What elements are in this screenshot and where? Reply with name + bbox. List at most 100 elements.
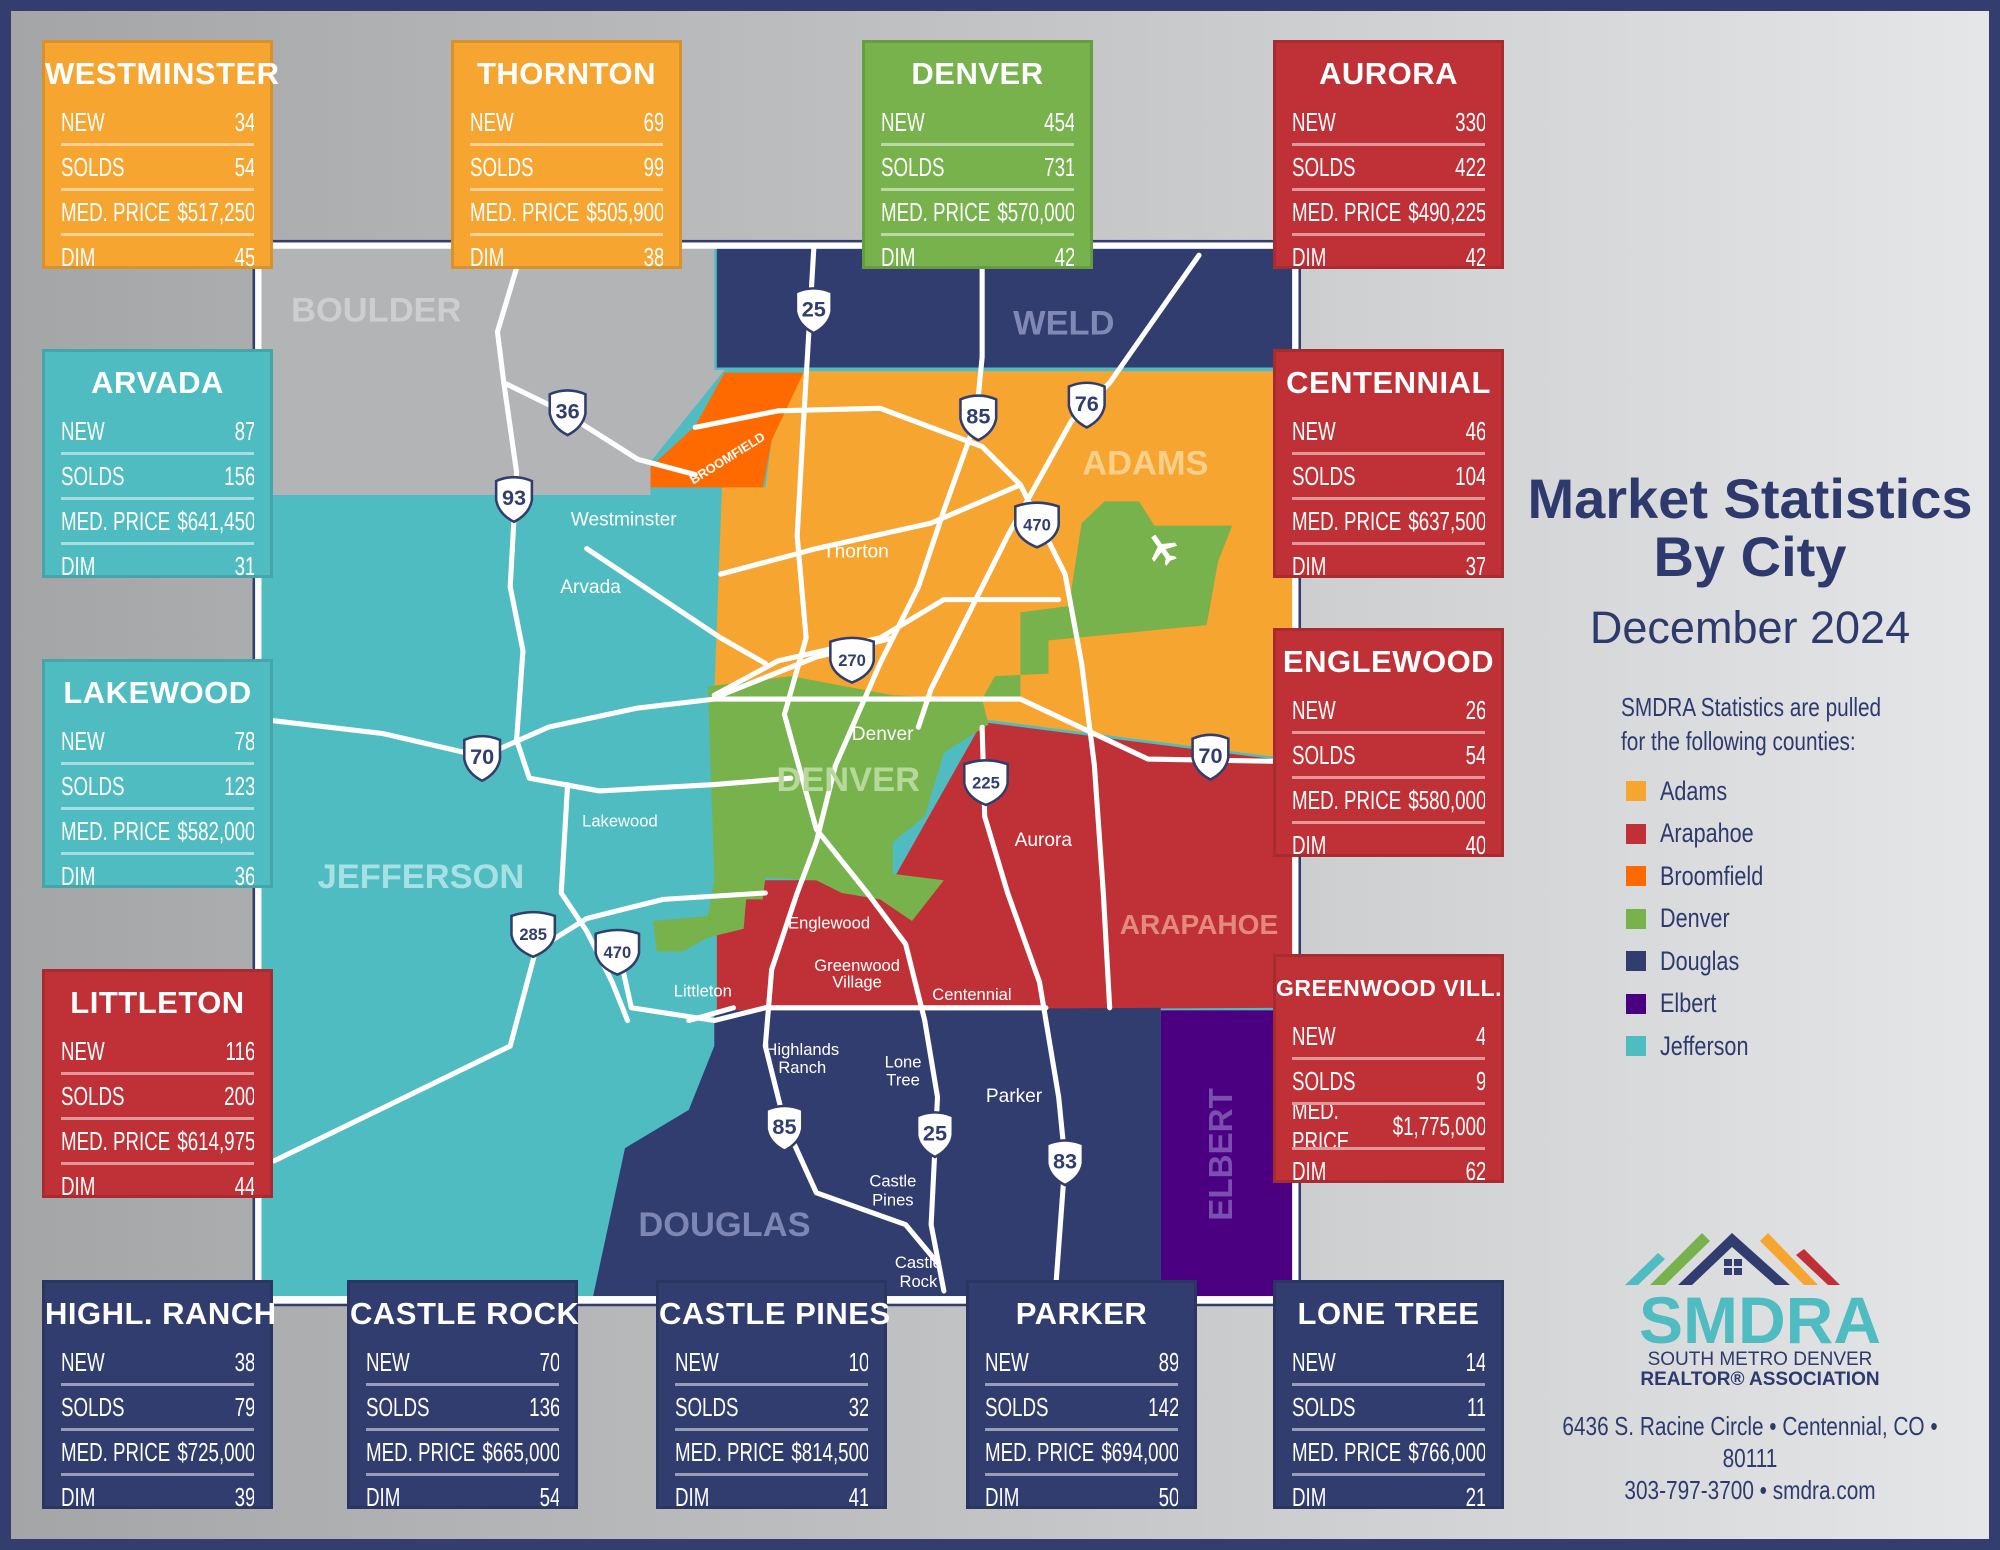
legend-swatch [1626, 993, 1646, 1014]
stat-row-dim: DIM 39 [61, 1476, 254, 1518]
stat-box-denver: DENVER NEW 454 SOLDS 731 MED. PRICE $570,000 DI… [862, 40, 1093, 272]
stat-label: MED. PRICE [61, 815, 171, 846]
stat-value: 21 [1465, 1481, 1485, 1512]
stat-label: NEW [61, 725, 105, 756]
stat-value: 26 [1465, 694, 1485, 725]
stat-value: 50 [1158, 1481, 1178, 1512]
counties-note: SMDRA Statistics are pulled for the foll… [1621, 690, 1957, 758]
stat-label: NEW [985, 1346, 1029, 1377]
stat-box-title: GREENWOOD VILL. [1276, 975, 1502, 1001]
county-label-douglas: DOUGLAS [638, 1206, 810, 1244]
interstate-shield-icon: 93 [494, 475, 534, 524]
stat-label: NEW [61, 1346, 105, 1377]
stat-label: NEW [675, 1346, 719, 1377]
city-label-lonetree-2: Tree [886, 1071, 919, 1090]
stat-value: $665,000 [482, 1436, 559, 1467]
county-label-adams: ADAMS [1082, 445, 1208, 483]
stat-value: $694,000 [1101, 1436, 1178, 1467]
stat-value: 32 [848, 1391, 868, 1422]
stat-box-highl-ranch: HIGHL. RANCH NEW 38 SOLDS 79 MED. PRICE $725,0… [42, 1280, 276, 1512]
stat-value: 200 [224, 1080, 254, 1111]
legend-swatch [1626, 866, 1646, 887]
stat-value: 34 [234, 106, 254, 137]
stat-value: $814,500 [791, 1436, 868, 1467]
stat-row-solds: SOLDS 136 [366, 1386, 559, 1431]
stat-row-dim: DIM 62 [1292, 1150, 1485, 1192]
city-label-castlerock-2: Rock [899, 1272, 937, 1291]
stat-row-new: NEW 454 [881, 101, 1074, 146]
stat-box-title: AURORA [1318, 56, 1459, 91]
stat-row-med-price: MED. PRICE $641,450 [61, 500, 254, 545]
stat-label: NEW [1292, 1020, 1336, 1051]
stat-row-dim: DIM 36 [61, 855, 254, 897]
shield-number: 85 [966, 404, 990, 429]
stat-value: $641,450 [177, 505, 254, 536]
stat-row-new: NEW 38 [61, 1341, 254, 1386]
stat-label: SOLDS [1292, 460, 1356, 491]
interstate-shield-icon: 470 [1014, 501, 1060, 549]
stat-row-dim: DIM 45 [61, 236, 254, 278]
stat-row-new: NEW 34 [61, 101, 254, 146]
stat-label: SOLDS [1292, 1065, 1356, 1096]
stat-box-thornton: THORNTON NEW 69 SOLDS 99 MED. PRICE $505,900 DI… [451, 40, 682, 272]
stat-value: 142 [1148, 1391, 1178, 1422]
stat-box-castle-pines: CASTLE PINES NEW 10 SOLDS 32 MED. PRICE $814,5… [656, 1280, 890, 1512]
stat-label: SOLDS [1292, 1391, 1356, 1422]
city-label-castlerock: Castle [895, 1253, 942, 1272]
stat-box-title: CASTLE ROCK [350, 1296, 580, 1331]
city-label-highlands-2: Ranch [778, 1058, 826, 1077]
stat-label: NEW [366, 1346, 410, 1377]
stat-label: MED. PRICE [61, 196, 171, 227]
stat-value: $570,000 [997, 196, 1074, 227]
stat-label: MED. PRICE [61, 1436, 171, 1467]
stat-value: 45 [234, 241, 254, 272]
stat-row-solds: SOLDS 11 [1292, 1386, 1485, 1431]
stat-label: NEW [881, 106, 925, 137]
stat-label: DIM [61, 860, 96, 891]
stat-label: MED. PRICE [61, 505, 171, 536]
city-label-greenwood: Greenwood [814, 956, 900, 975]
logo-line-1: SOUTH METRO DENVER [1648, 1349, 1873, 1370]
stat-row-med-price: MED. PRICE $505,900 [470, 191, 663, 236]
stat-label: SOLDS [366, 1391, 430, 1422]
stat-row-new: NEW 69 [470, 101, 663, 146]
stat-row-solds: SOLDS 104 [1292, 455, 1485, 500]
stat-row-new: NEW 78 [61, 720, 254, 765]
county-elbert [1160, 1010, 1293, 1297]
stat-value: 10 [848, 1346, 868, 1377]
stat-label: MED. PRICE [675, 1436, 785, 1467]
stat-label: DIM [1292, 1481, 1327, 1512]
stat-value: 422 [1455, 151, 1485, 182]
stat-value: 38 [643, 241, 663, 272]
legend-label: Adams [1660, 775, 1728, 806]
stat-row-med-price: MED. PRICE $490,225 [1292, 191, 1485, 236]
stat-label: NEW [61, 1035, 105, 1066]
stat-value: $637,500 [1408, 505, 1485, 536]
stat-row-dim: DIM 44 [61, 1165, 254, 1207]
stat-row-new: NEW 116 [61, 1030, 254, 1075]
interstate-shield-icon: 470 [594, 928, 641, 976]
stat-row-dim: DIM 42 [1292, 236, 1485, 278]
stat-value: $582,000 [177, 815, 254, 846]
stat-box-greenwood-vill: GREENWOOD VILL. NEW 4 SOLDS 9 MED. PRICE $1,77… [1273, 954, 1504, 1186]
stat-label: MED. PRICE [1292, 1105, 1350, 1150]
title-line-1: Market Statistics [1527, 467, 1973, 530]
stat-box-parker: PARKER NEW 89 SOLDS 142 MED. PRICE $694,000 DIM… [966, 1280, 1197, 1512]
city-label-castlepines-2: Pines [872, 1190, 913, 1209]
county-legend: Adams Arapahoe Broomfield Denver Douglas Elbe… [1626, 770, 1789, 1068]
stat-value: 46 [1465, 415, 1485, 446]
airplane-icon [1151, 534, 1178, 566]
shield-number: 25 [802, 296, 826, 321]
legend-swatch [1626, 823, 1646, 844]
city-label-englewood: Englewood [788, 914, 870, 933]
stat-label: SOLDS [985, 1391, 1049, 1422]
stat-row-solds: SOLDS 731 [881, 146, 1074, 191]
shield-number: 83 [1053, 1148, 1077, 1173]
stat-row-solds: SOLDS 54 [1292, 734, 1485, 779]
stat-label: DIM [61, 1481, 96, 1512]
legend-label: Douglas [1660, 945, 1740, 976]
stat-row-new: NEW 89 [985, 1341, 1178, 1386]
stat-label: SOLDS [61, 1391, 125, 1422]
stat-label: DIM [985, 1481, 1020, 1512]
stat-value: 87 [234, 415, 254, 446]
